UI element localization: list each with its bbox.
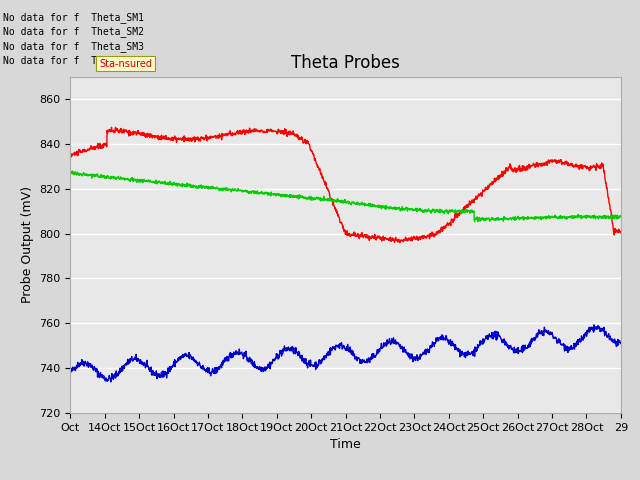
- Theta_P2: [617, 213, 625, 219]
- Theta_P1: [300, 139, 308, 145]
- Theta_P1: [108, 124, 115, 130]
- Theta_P3: [67, 369, 74, 374]
- Theta_P1: [109, 128, 117, 133]
- Theta_P1: [132, 129, 140, 134]
- Text: No data for f  Theta_SM1: No data for f Theta_SM1: [3, 12, 144, 23]
- Theta_P3: [312, 367, 319, 372]
- Theta_P2: [322, 196, 330, 202]
- Theta_P3: [590, 322, 598, 328]
- Text: No data for f  Theta_SM4: No data for f Theta_SM4: [3, 55, 144, 66]
- Theta_P1: [617, 229, 625, 235]
- Theta_P3: [322, 354, 330, 360]
- Theta_P2: [68, 168, 76, 174]
- Theta_P2: [380, 203, 388, 209]
- Theta_P1: [67, 151, 74, 156]
- Theta_P3: [132, 357, 140, 362]
- Theta_P3: [109, 376, 117, 382]
- Text: Sta­nsured: Sta­nsured: [99, 59, 152, 69]
- Text: No data for f  Theta_SM3: No data for f Theta_SM3: [3, 41, 144, 52]
- Theta_P1: [312, 158, 319, 164]
- Theta_P1: [396, 240, 404, 246]
- Line: Theta_P2: Theta_P2: [70, 171, 621, 222]
- Line: Theta_P1: Theta_P1: [70, 127, 621, 243]
- Theta_P3: [300, 357, 308, 363]
- Theta_P3: [107, 379, 115, 385]
- Text: No data for f  Theta_SM2: No data for f Theta_SM2: [3, 26, 144, 37]
- Theta_P3: [380, 340, 388, 346]
- Theta_P2: [300, 195, 308, 201]
- Theta_P1: [380, 238, 388, 243]
- Title: Theta Probes: Theta Probes: [291, 54, 400, 72]
- Line: Theta_P3: Theta_P3: [70, 325, 621, 382]
- Y-axis label: Probe Output (mV): Probe Output (mV): [21, 186, 34, 303]
- Theta_P3: [617, 340, 625, 346]
- Theta_P2: [132, 177, 140, 182]
- Theta_P1: [322, 182, 330, 188]
- Theta_P2: [312, 196, 319, 202]
- X-axis label: Time: Time: [330, 438, 361, 451]
- Theta_P2: [67, 169, 74, 175]
- Theta_P2: [109, 174, 117, 180]
- Theta_P2: [471, 219, 479, 225]
